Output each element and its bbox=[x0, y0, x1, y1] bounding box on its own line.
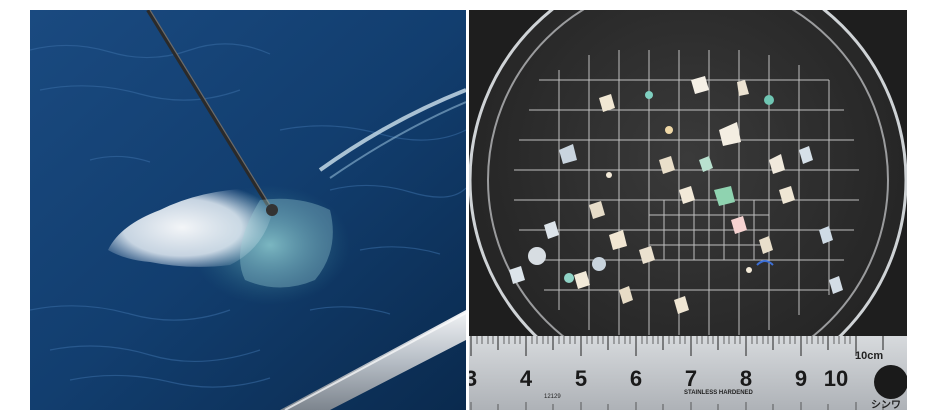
left-photo-ocean-net-sampling bbox=[30, 10, 466, 410]
wake-streak bbox=[318, 88, 466, 179]
ruler-bottom-ticks bbox=[470, 402, 884, 410]
ruler-brand-dot bbox=[874, 365, 907, 399]
microplastic-fragments bbox=[509, 76, 843, 314]
ruler-number-3: 3 bbox=[469, 366, 477, 391]
ocean-scene bbox=[30, 10, 466, 410]
ruler-number-8: 8 bbox=[740, 366, 752, 391]
ruler-unit-label: 10cm bbox=[855, 350, 883, 362]
net-pole bbox=[146, 10, 270, 207]
ruler-small-code: 12129 bbox=[544, 394, 561, 400]
ruler-brand-text: シンワ bbox=[871, 399, 901, 410]
ship-rail bbox=[280, 310, 466, 410]
net-frame-joint bbox=[266, 204, 278, 216]
petri-dish-scene: 3 4 5 6 7 8 9 10 10cm 12129 STAINLESS HA… bbox=[469, 10, 907, 410]
ruler-minor-ticks bbox=[476, 336, 851, 344]
ruler-number-7: 7 bbox=[685, 366, 697, 391]
metric-ruler: 3 4 5 6 7 8 9 10 10cm 12129 STAINLESS HA… bbox=[469, 336, 907, 410]
right-photo-microplastic-dish: 3 4 5 6 7 8 9 10 10cm 12129 STAINLESS HA… bbox=[469, 10, 907, 410]
counting-grid bbox=[514, 50, 859, 335]
ruler-stainless-label: STAINLESS HARDENED bbox=[684, 390, 754, 396]
wave-ripples bbox=[30, 43, 466, 388]
ruler-number-5: 5 bbox=[575, 366, 587, 391]
ruler-number-4: 4 bbox=[520, 366, 533, 391]
ruler-number-6: 6 bbox=[630, 366, 642, 391]
ruler-number-9: 9 bbox=[795, 366, 807, 391]
ruler-number-10: 10 bbox=[824, 366, 848, 391]
net-pole-highlight bbox=[149, 10, 271, 206]
net-mouth-foam bbox=[240, 198, 333, 288]
plankton-net-bag bbox=[108, 188, 273, 267]
